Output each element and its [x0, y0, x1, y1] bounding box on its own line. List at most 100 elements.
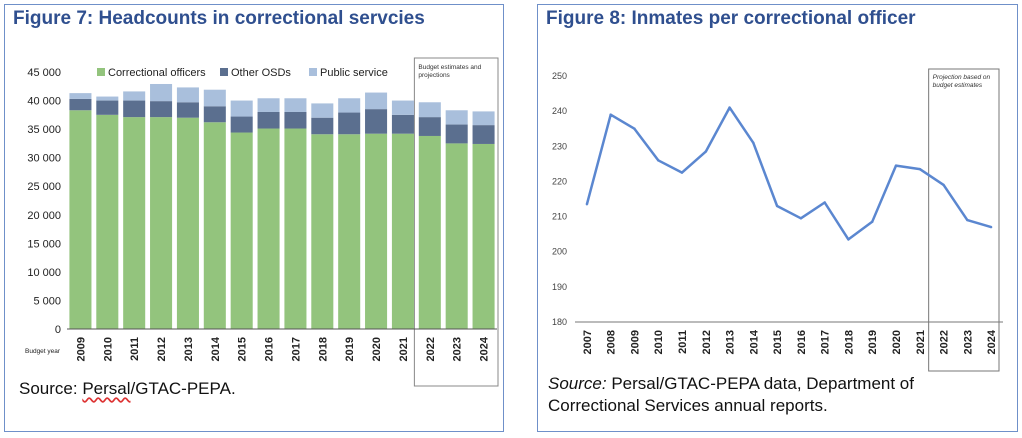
bar-segment-2 [123, 100, 146, 118]
legend-swatch [220, 68, 228, 76]
bar-segment-1 [96, 114, 119, 329]
bar-segment-3 [311, 103, 334, 118]
x-axis-title: Budget year [25, 348, 61, 355]
x-tick-label: 2014 [210, 336, 222, 361]
figure-7-panel: Figure 7: Headcounts in correctional ser… [4, 4, 504, 432]
bar-segment-1 [150, 117, 173, 329]
figure-8-panel: Figure 8: Inmates per correctional offic… [537, 4, 1018, 432]
figure-8-source: Source: Persal/GTAC-PEPA data, Departmen… [548, 373, 1008, 417]
x-tick-label: 2021 [398, 337, 410, 361]
x-tick-label: 2022 [939, 330, 951, 354]
y-tick-label: 180 [552, 317, 567, 327]
x-tick-label: 2012 [701, 330, 713, 354]
bar-segment-2 [365, 109, 388, 134]
bar-segment-3 [472, 111, 495, 126]
x-tick-label: 2013 [725, 330, 737, 354]
bar-segment-1 [123, 117, 146, 329]
legend-swatch [97, 68, 105, 76]
x-tick-label: 2011 [677, 330, 689, 354]
y-tick-label: 10 000 [27, 267, 61, 279]
x-tick-label: 2017 [290, 337, 302, 361]
data-point [823, 201, 826, 204]
data-point [942, 183, 945, 187]
x-tick-label: 2009 [75, 337, 87, 361]
data-point [680, 171, 684, 174]
bar-segment-1 [69, 110, 92, 329]
y-tick-label: 35 000 [27, 124, 61, 136]
bar-segment-2 [203, 106, 226, 123]
bar-segment-1 [338, 134, 361, 329]
bar-segment-1 [257, 128, 280, 329]
bar-segment-2 [472, 125, 495, 144]
bar-segment-3 [69, 93, 92, 99]
x-tick-label: 2013 [183, 337, 195, 361]
bar-segment-2 [257, 111, 280, 129]
x-tick-label: 2020 [371, 337, 383, 361]
x-tick-label: 2024 [986, 329, 998, 354]
y-tick-label: 40 000 [27, 96, 61, 108]
headcount-stacked-bar-chart: 0 5 000 10 000 15 000 20 000 25 000 30 000 35 0… [25, 57, 499, 387]
data-point [657, 159, 660, 162]
y-tick-label: 30 000 [27, 153, 61, 165]
legend-label: Correctional officers [108, 67, 206, 79]
x-tick-label: 2014 [748, 329, 760, 354]
y-tick-label: 0 [55, 324, 61, 336]
bar-segment-1 [365, 133, 388, 329]
x-tick-label: 2017 [820, 330, 832, 354]
bar-segment-3 [445, 110, 468, 125]
projection-annotation-line-2: budget estimates [933, 82, 983, 89]
data-point [633, 127, 636, 130]
source-text: Persal/GTAC-PEPA data, Department of Cor… [548, 374, 914, 415]
y-tick-label: 210 [552, 212, 567, 222]
projection-annotation-line-2: projections [418, 72, 450, 79]
x-tick-label: 2019 [344, 337, 356, 361]
x-tick-label: 2023 [962, 330, 974, 354]
projection-annotation-line-1: Projection based on [933, 74, 991, 81]
x-tick-label: 2020 [891, 330, 903, 354]
y-tick-label: 5 000 [33, 295, 61, 307]
bar-segment-2 [338, 112, 361, 135]
bar-segment-1 [445, 143, 468, 329]
bar-segment-3 [257, 98, 280, 112]
y-tick-label: 250 [552, 71, 567, 81]
bar-segment-1 [230, 132, 253, 329]
data-point [728, 106, 731, 109]
bar-segment-1 [472, 143, 495, 329]
legend-swatch [309, 68, 317, 76]
source-persal: Persal [82, 379, 131, 398]
data-point [918, 167, 921, 171]
bar-segment-1 [284, 128, 307, 329]
legend-label: Public service [320, 67, 388, 79]
data-point [585, 203, 589, 206]
y-tick-label: 20 000 [27, 210, 61, 222]
bar-segment-3 [176, 87, 199, 103]
bar-segment-2 [230, 116, 253, 133]
figure-7-title: Figure 7: Headcounts in correctional ser… [13, 8, 425, 29]
bar-segment-2 [418, 117, 441, 136]
bar-segment-1 [176, 117, 199, 329]
x-tick-label: 2012 [156, 337, 168, 361]
data-point [871, 220, 874, 224]
x-tick-label: 2011 [129, 337, 141, 361]
x-tick-label: 2008 [606, 330, 618, 354]
data-point [894, 164, 898, 167]
data-point [752, 141, 755, 144]
projection-box [928, 68, 1000, 372]
data-point [847, 238, 850, 241]
x-tick-label: 2007 [582, 330, 594, 354]
bar-segment-3 [150, 83, 173, 102]
y-tick-label: 190 [552, 282, 567, 292]
bar-segment-2 [284, 111, 307, 129]
bar-segment-2 [391, 114, 414, 134]
x-tick-label: 2016 [264, 337, 276, 361]
bar-segment-1 [203, 122, 226, 329]
data-point [775, 204, 779, 208]
bar-segment-2 [311, 117, 334, 135]
x-tick-label: 2021 [915, 330, 927, 354]
y-tick-label: 240 [552, 106, 567, 116]
projection-annotation-line-1: Budget estimates and [418, 64, 481, 71]
x-tick-label: 2010 [102, 337, 114, 361]
bar-segment-3 [365, 92, 388, 110]
x-tick-label: 2024 [479, 336, 491, 361]
x-tick-label: 2015 [772, 330, 784, 354]
